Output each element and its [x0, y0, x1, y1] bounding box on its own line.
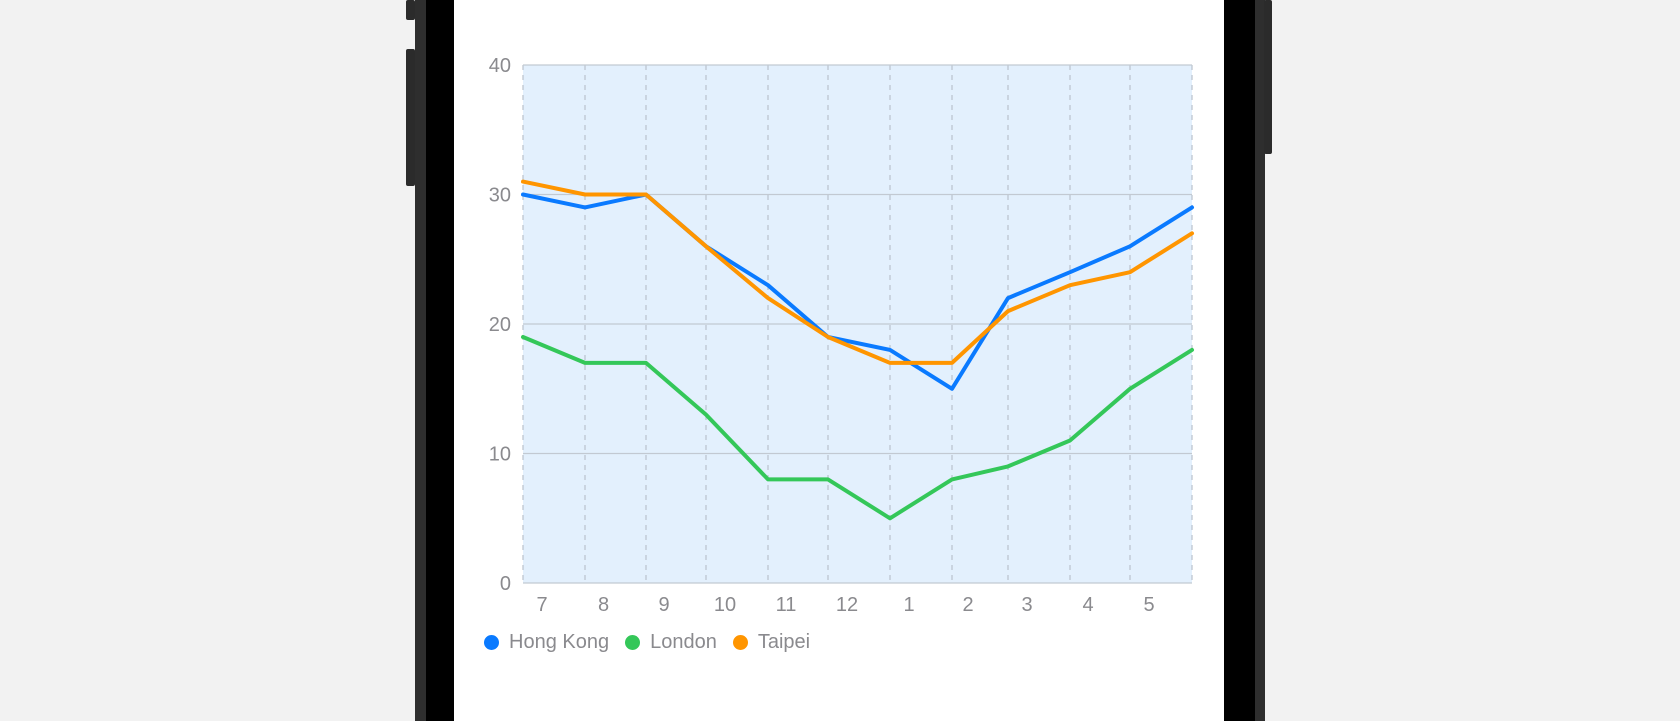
- legend-label: London: [650, 631, 717, 653]
- x-tick-label: 4: [1082, 594, 1093, 616]
- legend-label: Hong Kong: [509, 631, 610, 653]
- phone-frame-left: [415, 0, 426, 721]
- legend-label: Taipei: [757, 631, 811, 653]
- x-tick-label: 3: [1021, 594, 1032, 616]
- series-line-taipei: [521, 179, 1194, 365]
- legend-dot-icon: [484, 635, 499, 650]
- x-tick-label: 11: [776, 594, 797, 616]
- legend-dot-icon: [625, 635, 641, 650]
- power-button-right: [1264, 0, 1272, 154]
- x-tick-label: 5: [1143, 594, 1154, 616]
- side-button-top-left: [406, 0, 415, 20]
- x-axis-labels: 7 8 9 10 11 12 1 2 3 4 5: [536, 594, 1154, 616]
- legend-item-london: London: [625, 631, 717, 654]
- horizontal-gridlines: [523, 64, 1192, 584]
- x-tick-label: 8: [598, 594, 609, 616]
- y-tick-label: 0: [500, 573, 511, 595]
- legend-item-hong-kong: Hong Kong: [484, 631, 609, 654]
- phone-bezel-right: [1224, 0, 1255, 721]
- x-tick-label: 9: [658, 594, 669, 616]
- y-tick-label: 20: [489, 314, 511, 336]
- legend-item-taipei: Taipei: [732, 631, 811, 654]
- vertical-gridlines: [522, 65, 1193, 583]
- phone-frame-right: [1255, 0, 1265, 721]
- phone-screen: 0 10 20 30 40 7 8 9 10 11 12 1 2 3 4 5 Hong Kong Londo…: [454, 0, 1224, 721]
- y-tick-label: 30: [489, 185, 511, 207]
- series-line-london: [521, 335, 1194, 521]
- phone-bezel-left: [426, 0, 454, 721]
- x-tick-label: 2: [962, 594, 973, 616]
- y-tick-label: 10: [489, 444, 511, 466]
- chart-legend: Hong Kong London Taipei: [484, 631, 826, 654]
- x-tick-label: 7: [536, 594, 547, 616]
- series-line-hong-kong: [521, 192, 1194, 391]
- legend-dot-icon: [732, 635, 748, 650]
- x-tick-label: 10: [714, 594, 736, 616]
- y-tick-label: 40: [489, 55, 511, 77]
- y-axis-labels: 0 10 20 30 40: [489, 55, 511, 595]
- x-tick-label: 1: [903, 594, 914, 616]
- x-tick-label: 12: [836, 594, 858, 616]
- series-lines: [521, 179, 1194, 521]
- volume-button-left: [406, 49, 415, 186]
